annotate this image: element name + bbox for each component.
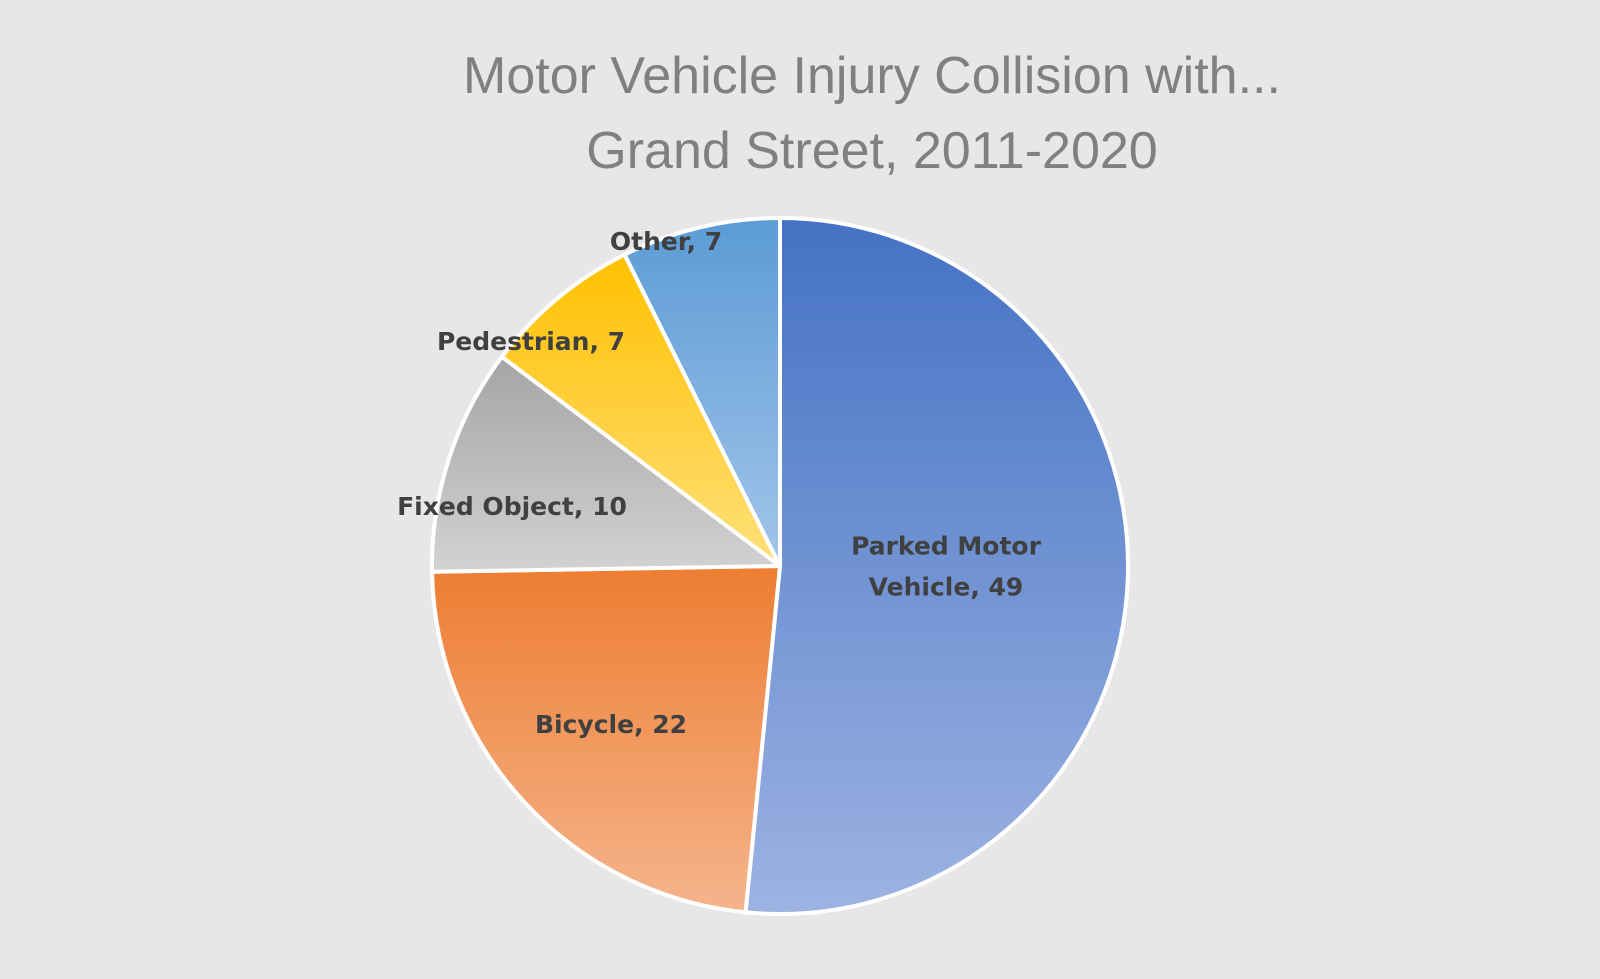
pie-slice-other [622, 216, 782, 568]
pie-slice-pedestrian [499, 252, 782, 568]
data-label-pedestrian: Pedestrian, 7 [437, 327, 625, 356]
data-label-line: Pedestrian, 7 [437, 327, 625, 356]
data-label-fixed-object: Fixed Object, 10 [397, 492, 627, 521]
chart-title-line-2: Grand Street, 2011-2020 [586, 122, 1157, 180]
data-label-line: Vehicle, 49 [869, 573, 1024, 602]
data-label-parked-motor-vehicle: Parked Motor Vehicle, 49 [851, 532, 1042, 602]
pie-slice-fixed-object [430, 354, 782, 574]
pie-slices [430, 216, 1130, 916]
data-label-line: Bicycle, 22 [535, 710, 687, 739]
pie-data-labels: Parked Motor Vehicle, 49 Bicycle, 22 Fixed … [397, 227, 1041, 739]
pie-slice-parked-motor-vehicle [743, 216, 1130, 916]
data-label-line: Fixed Object, 10 [397, 492, 627, 521]
data-label-line: Parked Motor [851, 532, 1042, 561]
data-label-other: Other, 7 [610, 227, 722, 256]
pie-slice-bicycle [430, 564, 782, 915]
data-label-bicycle: Bicycle, 22 [535, 710, 687, 739]
chart-title-line-1: Motor Vehicle Injury Collision with... [463, 47, 1281, 105]
data-label-line: Other, 7 [610, 227, 722, 256]
